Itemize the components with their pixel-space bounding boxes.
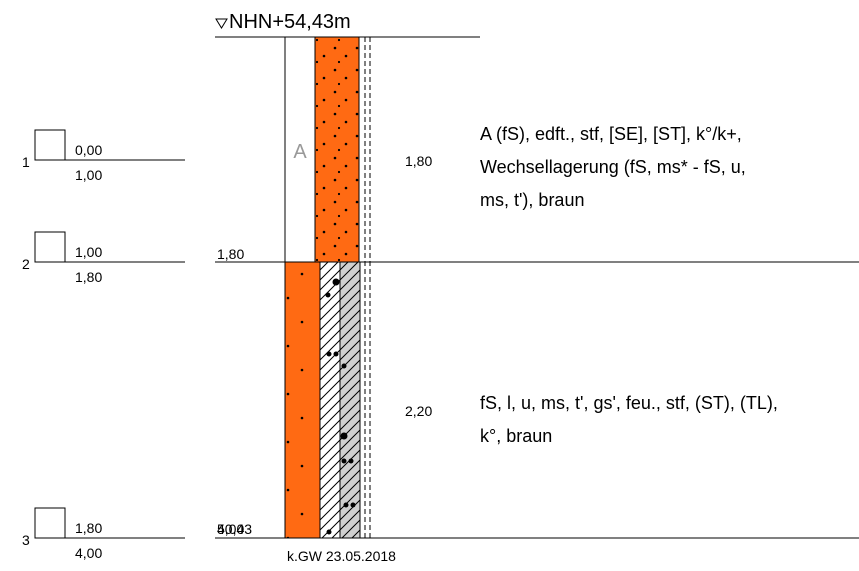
layer-description: fS, l, u, ms, t', gs', feu., stf, (ST), …: [480, 393, 778, 413]
groundwater-note: k.GW 23.05.2018: [287, 548, 396, 564]
layer-thickness: 1,80: [405, 153, 432, 169]
dynamic: 1 0,00 1,00 2 1,00 1,80 3 1,80 4,00 1,80 1,80 A (fS…: [22, 124, 778, 561]
sample-top: 0,00: [75, 142, 102, 158]
layer-code: A: [293, 141, 307, 163]
layer-description: k°, braun: [480, 426, 552, 446]
column: [284, 36, 371, 539]
header-elevation: NHN+54,43m: [229, 11, 351, 33]
sample-number: 3: [22, 532, 30, 548]
sample-box: [34, 231, 66, 263]
sample-bottom: 4,00: [75, 545, 102, 561]
sample-number: 1: [22, 154, 30, 170]
layer-description: A (fS), edft., stf, [SE], [ST], k°/k+,: [480, 124, 742, 144]
sample-box: [34, 129, 66, 161]
level-lines: [215, 36, 859, 539]
layer-thickness: 2,20: [405, 403, 432, 419]
layer-description: Wechsellagerung (fS, ms* - fS, u,: [480, 157, 746, 177]
sample-top: 1,80: [75, 520, 102, 536]
sample-top: 1,00: [75, 244, 102, 260]
layer-description: ms, t'), braun: [480, 190, 584, 210]
layer-depth: 1,80: [217, 246, 244, 262]
sample-bottom: 1,00: [75, 167, 102, 183]
sample-box: [34, 507, 66, 539]
level-triangle: [215, 18, 228, 29]
layer-depth: 4,00: [217, 521, 244, 537]
footer-elevation: 50,43: [217, 521, 252, 537]
sample-bottom: 1,80: [75, 269, 102, 285]
sample-number: 2: [22, 256, 30, 272]
